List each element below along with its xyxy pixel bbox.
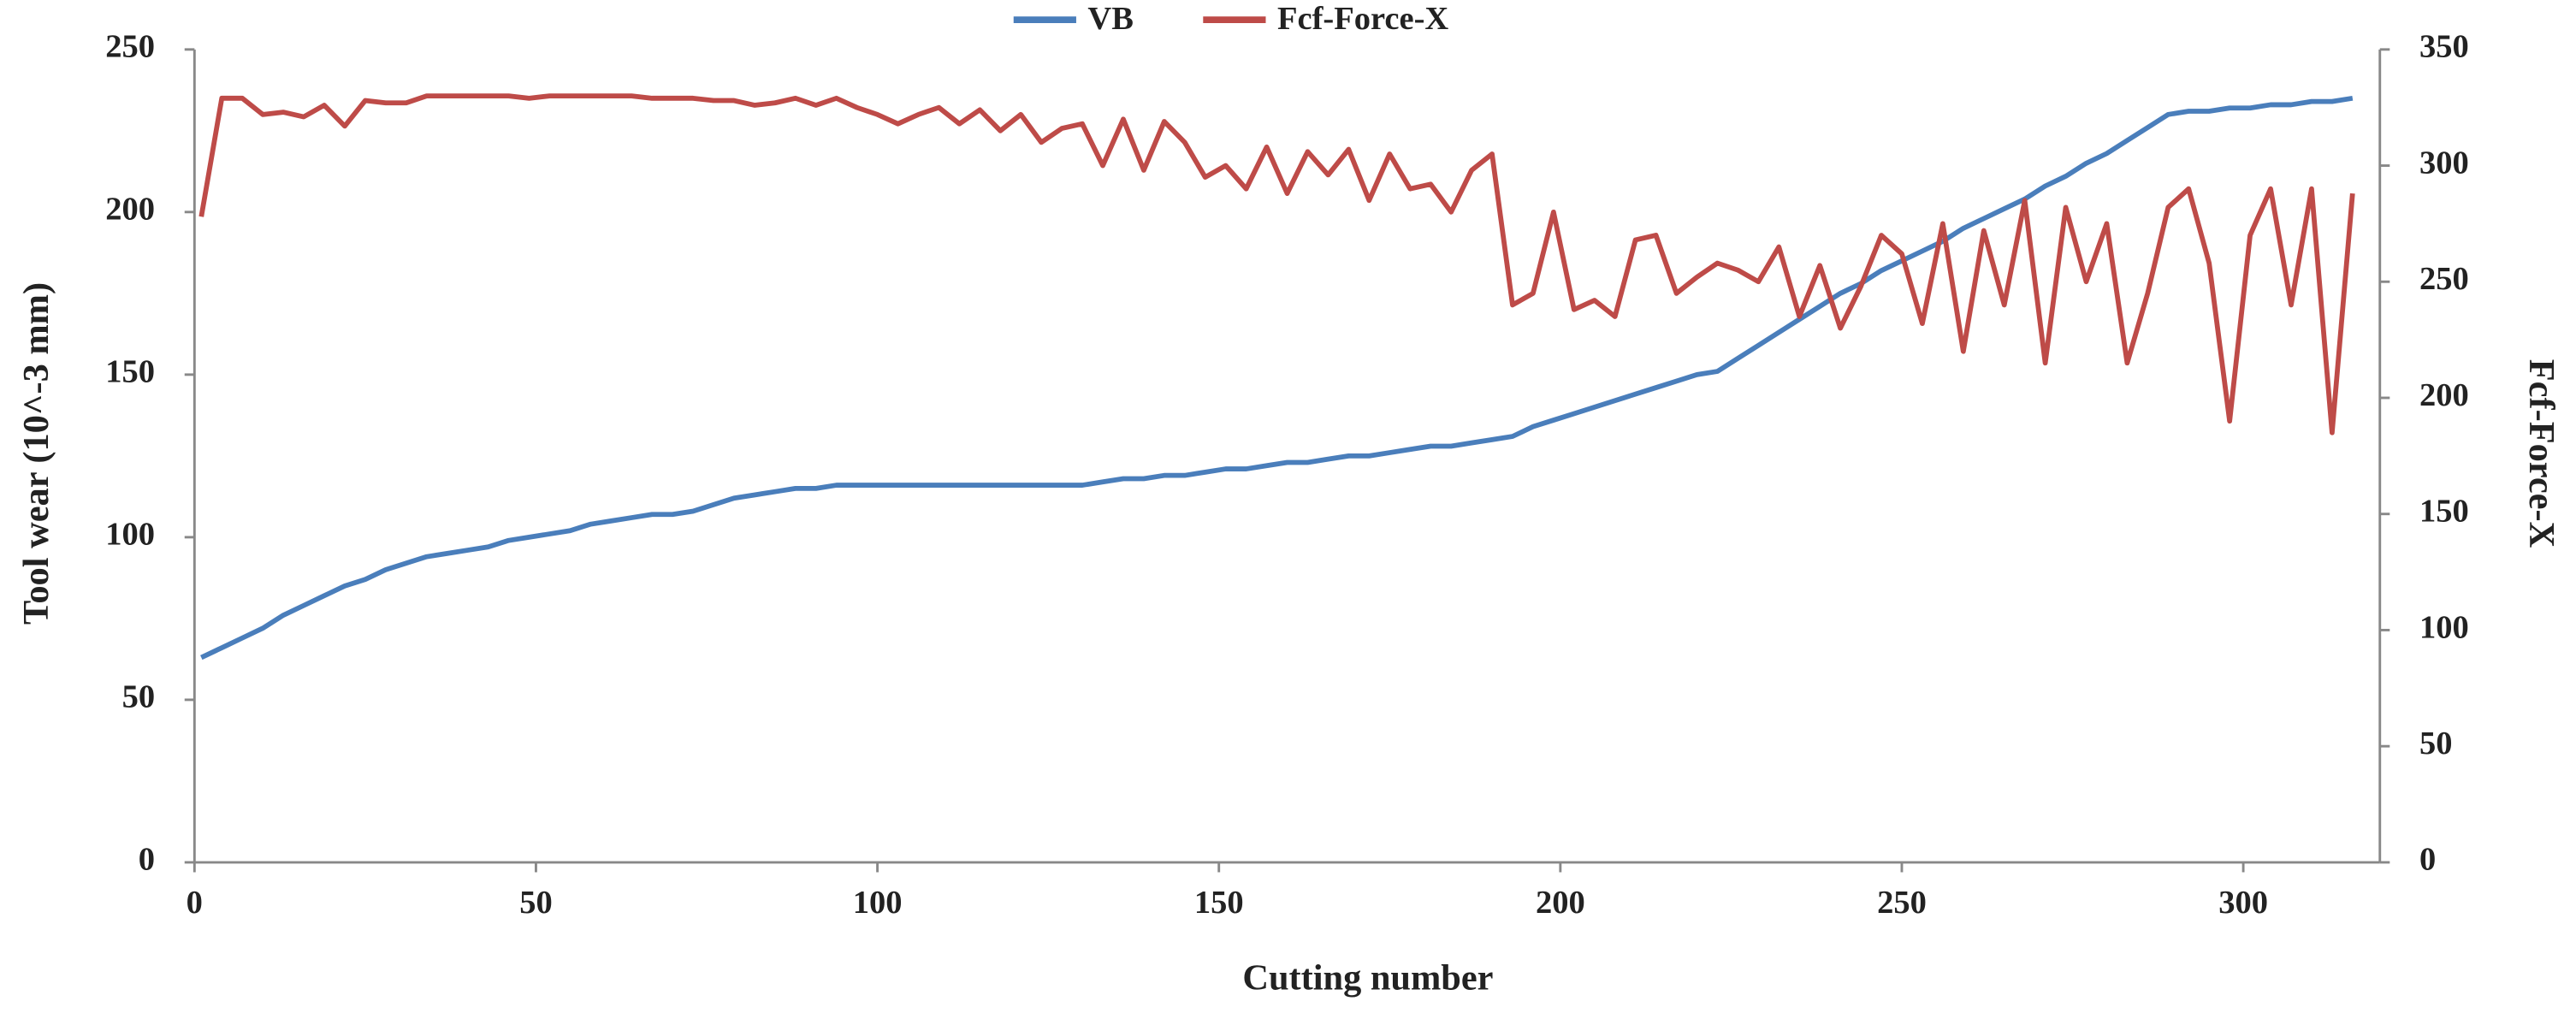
legend-label: Fcf-Force-X <box>1277 1 1448 37</box>
y2-tick-label: 0 <box>2419 842 2436 878</box>
y2-tick-label: 250 <box>2419 261 2469 297</box>
y2-tick-label: 350 <box>2419 29 2469 65</box>
x-tick-label: 0 <box>187 885 203 921</box>
x-tick-label: 150 <box>1194 885 1244 921</box>
x-tick-label: 100 <box>853 885 903 921</box>
y-tick-label: 150 <box>105 354 155 390</box>
y-tick-label: 0 <box>139 842 155 878</box>
y-axis-label: Tool wear (10^-3 mm) <box>16 282 56 625</box>
y-tick-label: 250 <box>105 29 155 65</box>
y2-axis-label: Fcf-Force-X <box>2521 359 2561 548</box>
y2-tick-label: 50 <box>2419 726 2453 761</box>
x-tick-label: 250 <box>1877 885 1927 921</box>
y-tick-label: 100 <box>105 517 155 553</box>
series-line <box>198 93 2355 435</box>
x-axis-label: Cutting number <box>1242 957 1493 998</box>
series-line <box>200 95 2354 661</box>
y2-tick-label: 200 <box>2419 377 2469 413</box>
y2-tick-label: 100 <box>2419 609 2469 645</box>
y-tick-label: 50 <box>122 679 156 715</box>
y2-tick-label: 150 <box>2419 494 2469 530</box>
x-tick-label: 300 <box>2218 885 2268 921</box>
y2-tick-label: 300 <box>2419 145 2469 181</box>
x-tick-label: 50 <box>519 885 553 921</box>
x-tick-label: 200 <box>1536 885 1585 921</box>
y-tick-label: 200 <box>105 192 155 228</box>
legend-label: VB <box>1087 1 1134 37</box>
